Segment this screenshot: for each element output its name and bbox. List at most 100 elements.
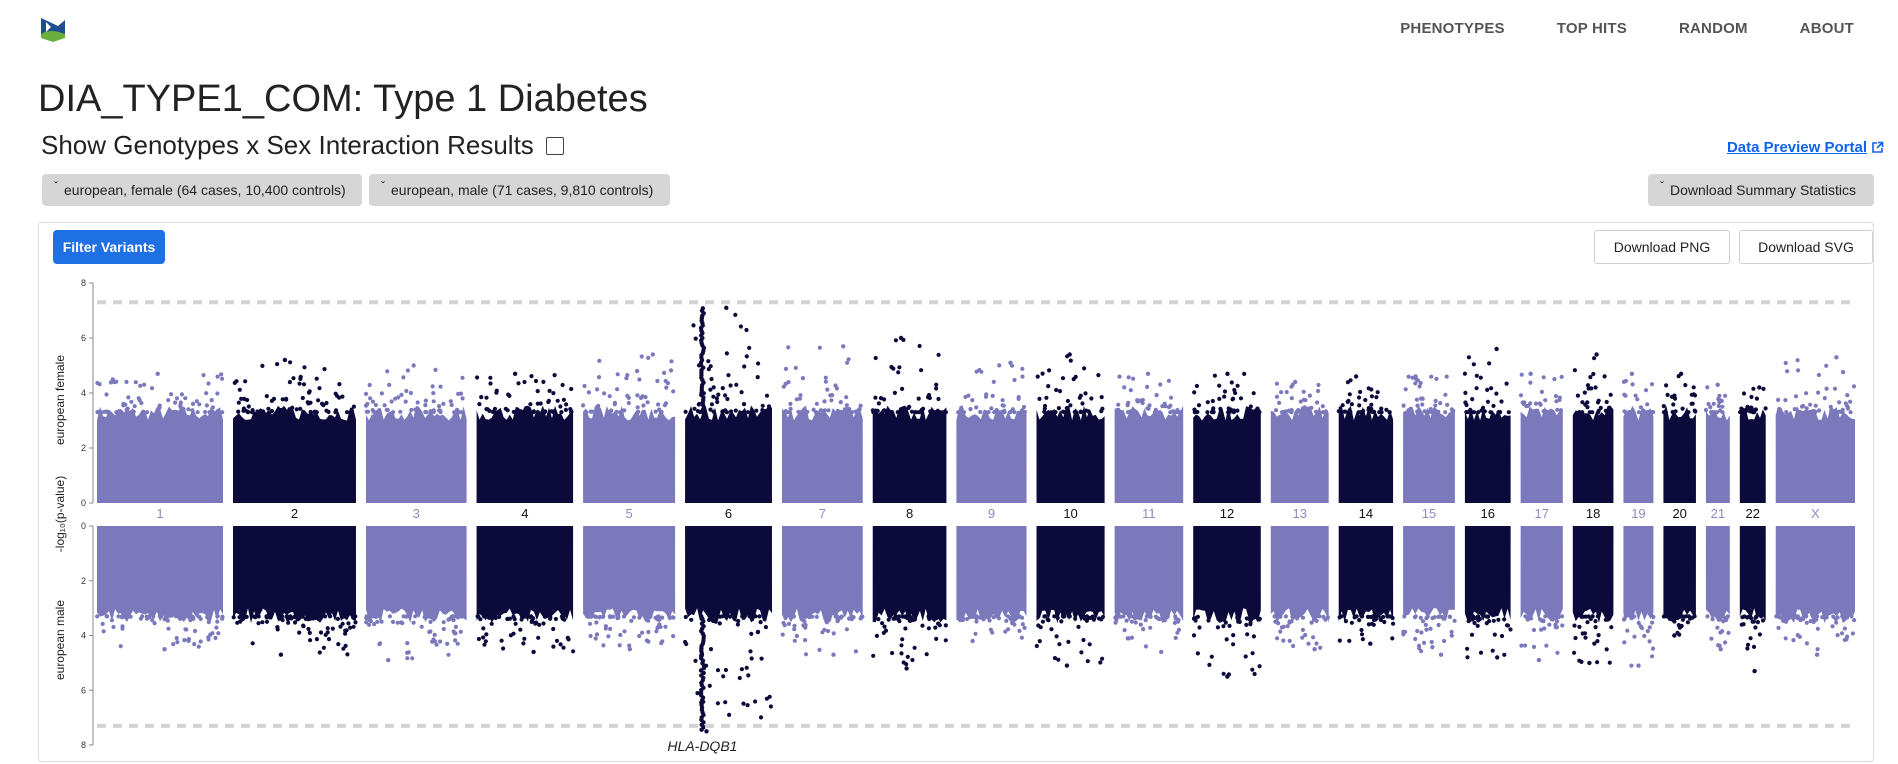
female-chr-9-points <box>956 360 1027 415</box>
y-axis-label: -log₁₀(p-value) <box>53 476 67 552</box>
female-chr-2-body <box>233 405 356 503</box>
female-chr-9-body <box>956 405 1027 503</box>
male-chr-19-points <box>1621 614 1656 668</box>
female-chr-11-body <box>1114 405 1184 503</box>
chr-label-12: 12 <box>1220 506 1234 521</box>
download-png-button[interactable]: Download PNG <box>1594 230 1730 264</box>
chr-label-11: 11 <box>1142 506 1156 521</box>
male-chr-20-points <box>1661 614 1697 638</box>
male-chr-4-points <box>475 614 576 655</box>
y-tick-label: 4 <box>81 388 86 398</box>
sex-interaction-checkbox[interactable] <box>545 136 564 155</box>
chr-label-10: 10 <box>1063 506 1077 521</box>
chr-label-X: X <box>1811 506 1820 521</box>
female-chr-5-body <box>583 405 676 503</box>
female-chr-6-body <box>685 405 772 503</box>
female-chr-14-body <box>1338 405 1394 503</box>
chr-label-18: 18 <box>1586 506 1600 521</box>
female-chr-16-body <box>1464 408 1511 503</box>
filter-variants-button[interactable]: Filter Variants <box>53 230 165 264</box>
male-chr-10-points <box>1034 614 1105 668</box>
hla-dqb1-annotation[interactable]: HLA-DQB1 <box>667 738 737 754</box>
nav-phenotypes[interactable]: PHENOTYPES <box>1400 20 1505 37</box>
male-chr-11-points <box>1113 614 1182 655</box>
male-chr-7-points <box>780 614 865 657</box>
female-chr-22-body <box>1739 407 1766 503</box>
male-chr-2-body <box>233 526 356 624</box>
download-summary-label: Download Summary Statistics <box>1670 182 1856 198</box>
male-chr-22-points <box>1739 614 1766 674</box>
male-chr-X-points <box>1774 614 1857 657</box>
male-chr-7-body <box>781 526 863 623</box>
chr-label-15: 15 <box>1422 506 1436 521</box>
female-chr-6-points <box>683 305 772 415</box>
sex-interaction-toggle: Show Genotypes x Sex Interaction Results <box>41 130 564 161</box>
male-chr-10-body <box>1036 526 1105 624</box>
hla-peak-points <box>698 306 707 732</box>
male-chr-9-points <box>957 614 1027 644</box>
chr-label-8: 8 <box>906 506 913 521</box>
male-chr-11-body <box>1114 526 1184 624</box>
miami-plot-panel <box>38 222 1874 762</box>
female-chr-20-points <box>1661 371 1698 415</box>
female-chr-21-points <box>1703 382 1728 415</box>
female-chr-15-body <box>1403 405 1455 503</box>
female-chr-X-body <box>1775 405 1855 503</box>
chr-label-6: 6 <box>725 506 732 521</box>
male-chr-2-points <box>231 614 358 657</box>
y-tick-label: 6 <box>81 685 86 695</box>
nav-top-hits[interactable]: TOP HITS <box>1556 20 1627 37</box>
nav-about[interactable]: ABOUT <box>1799 20 1854 37</box>
male-chr-16-body <box>1464 526 1511 622</box>
female-chr-5-points <box>581 352 676 415</box>
male-chr-18-body <box>1572 526 1614 623</box>
male-chr-3-body <box>365 526 467 623</box>
male-chr-17-body <box>1520 526 1563 622</box>
male-chr-5-points <box>587 614 676 652</box>
y-tick-label: 0 <box>81 498 86 508</box>
male-chr-1-body <box>97 526 224 623</box>
female-chr-18-points <box>1572 352 1613 415</box>
chr-label-16: 16 <box>1481 506 1495 521</box>
female-chr-12-body <box>1193 405 1261 503</box>
chr-label-1: 1 <box>156 506 163 521</box>
male-chr-5-body <box>583 526 676 623</box>
female-chr-1-body <box>97 406 224 503</box>
female-chr-10-body <box>1036 405 1105 503</box>
female-chr-16-points <box>1462 346 1511 415</box>
female-chr-3-points <box>363 363 465 415</box>
female-chr-7-points <box>781 344 863 415</box>
male-chr-13-points <box>1272 614 1330 652</box>
female-chr-15-points <box>1401 374 1456 415</box>
male-chr-20-body <box>1663 526 1696 622</box>
female-chr-2-points <box>232 357 356 415</box>
male-chr-19-body <box>1623 526 1654 621</box>
external-link-icon <box>1872 141 1884 153</box>
male-chr-8-body <box>872 526 947 623</box>
nav-random[interactable]: RANDOM <box>1678 20 1748 37</box>
female-chr-17-body <box>1520 406 1563 503</box>
female-chr-14-points <box>1336 374 1392 415</box>
male-chr-17-points <box>1519 614 1565 663</box>
download-svg-button[interactable]: Download SVG <box>1739 230 1873 264</box>
male-chr-3-points <box>364 614 467 663</box>
male-cohort-dropdown[interactable]: ˇ european, male (71 cases, 9,810 contro… <box>369 174 670 206</box>
male-chr-13-body <box>1270 526 1329 624</box>
female-cohort-dropdown[interactable]: ˇ european, female (64 cases, 10,400 con… <box>42 174 362 206</box>
male-chr-8-points <box>871 614 948 671</box>
data-preview-portal-link[interactable]: Data Preview Portal <box>1727 139 1884 156</box>
chr-label-3: 3 <box>413 506 420 521</box>
download-summary-dropdown[interactable]: ˇ Download Summary Statistics <box>1648 174 1874 206</box>
female-chr-7-body <box>781 405 863 503</box>
female-chr-1-points <box>95 371 225 415</box>
male-chr-12-body <box>1193 526 1261 623</box>
male-chr-X-body <box>1775 526 1855 623</box>
male-chr-15-body <box>1403 526 1455 622</box>
female-chr-11-points <box>1116 371 1183 415</box>
female-chr-20-body <box>1663 405 1696 503</box>
female-chr-13-points <box>1273 379 1329 415</box>
app-logo[interactable] <box>38 14 68 44</box>
y-tick-label: 6 <box>81 333 86 343</box>
female-chr-19-body <box>1623 405 1654 503</box>
